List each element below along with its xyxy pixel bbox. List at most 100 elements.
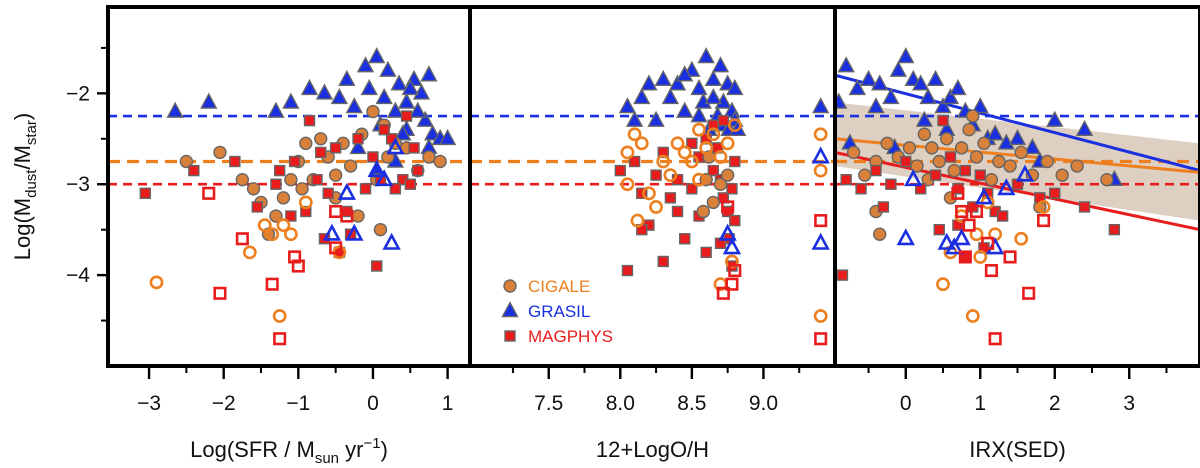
x-axis-title: 12+LogO/H — [596, 437, 709, 462]
data-points-layer — [139, 47, 1124, 346]
point-magphys — [969, 204, 984, 219]
point-grasil — [420, 65, 438, 82]
point-grasil — [676, 65, 694, 82]
point-magphys — [378, 123, 390, 136]
point-grasil — [315, 83, 334, 100]
point-grasil — [330, 88, 349, 105]
x-tick-label: 8.5 — [677, 392, 706, 415]
point-grasil — [368, 47, 386, 64]
point-magphys — [721, 200, 735, 214]
point-grasil — [937, 232, 956, 250]
point-grasil — [859, 69, 878, 87]
point-magphys — [359, 183, 372, 195]
point-magphys — [836, 269, 849, 281]
point-magphys — [700, 246, 712, 259]
point-grasil — [848, 78, 867, 96]
legend-label-magphys: MAGPHYS — [528, 327, 613, 346]
point-cigale — [242, 245, 257, 260]
point-grasil — [661, 88, 680, 105]
point-magphys — [686, 183, 698, 195]
point-cigale — [328, 168, 343, 182]
point-cigale — [269, 209, 283, 223]
point-cigale — [706, 127, 721, 142]
point-cigale — [1014, 145, 1028, 160]
point-magphys — [885, 178, 897, 190]
point-cigale — [298, 195, 313, 210]
point-magphys — [951, 186, 965, 200]
point-grasil — [633, 88, 651, 105]
point-cigale — [858, 168, 872, 182]
point-cigale — [433, 154, 447, 169]
point-magphys — [716, 286, 730, 300]
series-magphys-filled — [836, 114, 1121, 281]
point-cigale — [727, 118, 742, 133]
point-cigale — [314, 132, 328, 146]
point-grasil — [726, 78, 744, 96]
point-cigale — [620, 177, 635, 192]
x-axis-title: Log(SFR / Msun yr−1) — [190, 435, 388, 467]
point-cigale — [880, 136, 894, 151]
point-grasil — [382, 232, 401, 250]
point-grasil — [985, 237, 1005, 255]
point-magphys — [1049, 187, 1061, 200]
point-cigale — [677, 145, 692, 160]
point-magphys — [1108, 223, 1121, 236]
point-magphys — [1003, 250, 1017, 264]
point-magphys — [303, 114, 316, 127]
point-cigale — [634, 136, 649, 151]
x-tick-label: 0 — [367, 392, 379, 415]
point-magphys — [955, 204, 969, 219]
point-magphys — [291, 259, 305, 273]
point-cigale — [257, 218, 272, 233]
point-magphys — [229, 155, 241, 168]
point-magphys — [404, 178, 416, 190]
point-grasil — [915, 110, 934, 127]
series-grasil-open — [322, 137, 405, 250]
series-grasil-open — [718, 146, 830, 255]
point-magphys — [671, 205, 684, 218]
point-grasil — [625, 110, 644, 127]
fit-line-magphys — [835, 150, 1200, 232]
point-grasil — [974, 187, 994, 205]
point-grasil — [676, 101, 694, 118]
point-magphys — [726, 183, 738, 195]
point-cigale — [272, 309, 287, 323]
point-magphys — [664, 192, 677, 204]
point-magphys — [657, 255, 669, 268]
point-grasil — [911, 74, 930, 91]
point-magphys — [636, 187, 648, 200]
point-magphys — [937, 114, 949, 127]
point-grasil — [926, 69, 945, 87]
point-magphys — [300, 205, 312, 218]
point-grasil — [267, 101, 285, 118]
y-axis-title-part: /M — [10, 145, 35, 169]
point-cigale — [725, 254, 739, 269]
point-grasil — [1008, 128, 1027, 146]
point-magphys — [367, 151, 379, 163]
point-magphys — [213, 286, 227, 300]
point-grasil — [654, 69, 672, 87]
point-grasil — [904, 169, 923, 187]
x-tick-label: 9.0 — [749, 392, 778, 415]
series-grasil-filled — [166, 47, 457, 177]
point-magphys — [389, 183, 402, 195]
point-magphys — [974, 169, 986, 181]
point-magphys — [315, 146, 327, 159]
point-cigale — [213, 145, 227, 160]
point-grasil — [704, 69, 723, 87]
y-axis-title: Log(Mdust/Mstar) — [10, 113, 40, 261]
point-magphys — [877, 201, 890, 213]
point-grasil — [835, 92, 848, 109]
legend-label-grasil: GRASIL — [528, 302, 590, 321]
point-grasil — [356, 56, 375, 73]
point-grasil — [360, 78, 378, 96]
point-grasil — [300, 78, 319, 96]
point-magphys — [352, 133, 364, 145]
x-axis-title-part: Log(SFR / M — [190, 437, 315, 462]
point-magphys — [273, 164, 286, 177]
point-cigale — [706, 195, 721, 210]
x-axis-title-part: ) — [381, 437, 388, 462]
point-magphys — [139, 187, 152, 200]
point-grasil — [718, 223, 737, 241]
legend-marker-grasil — [501, 301, 519, 318]
